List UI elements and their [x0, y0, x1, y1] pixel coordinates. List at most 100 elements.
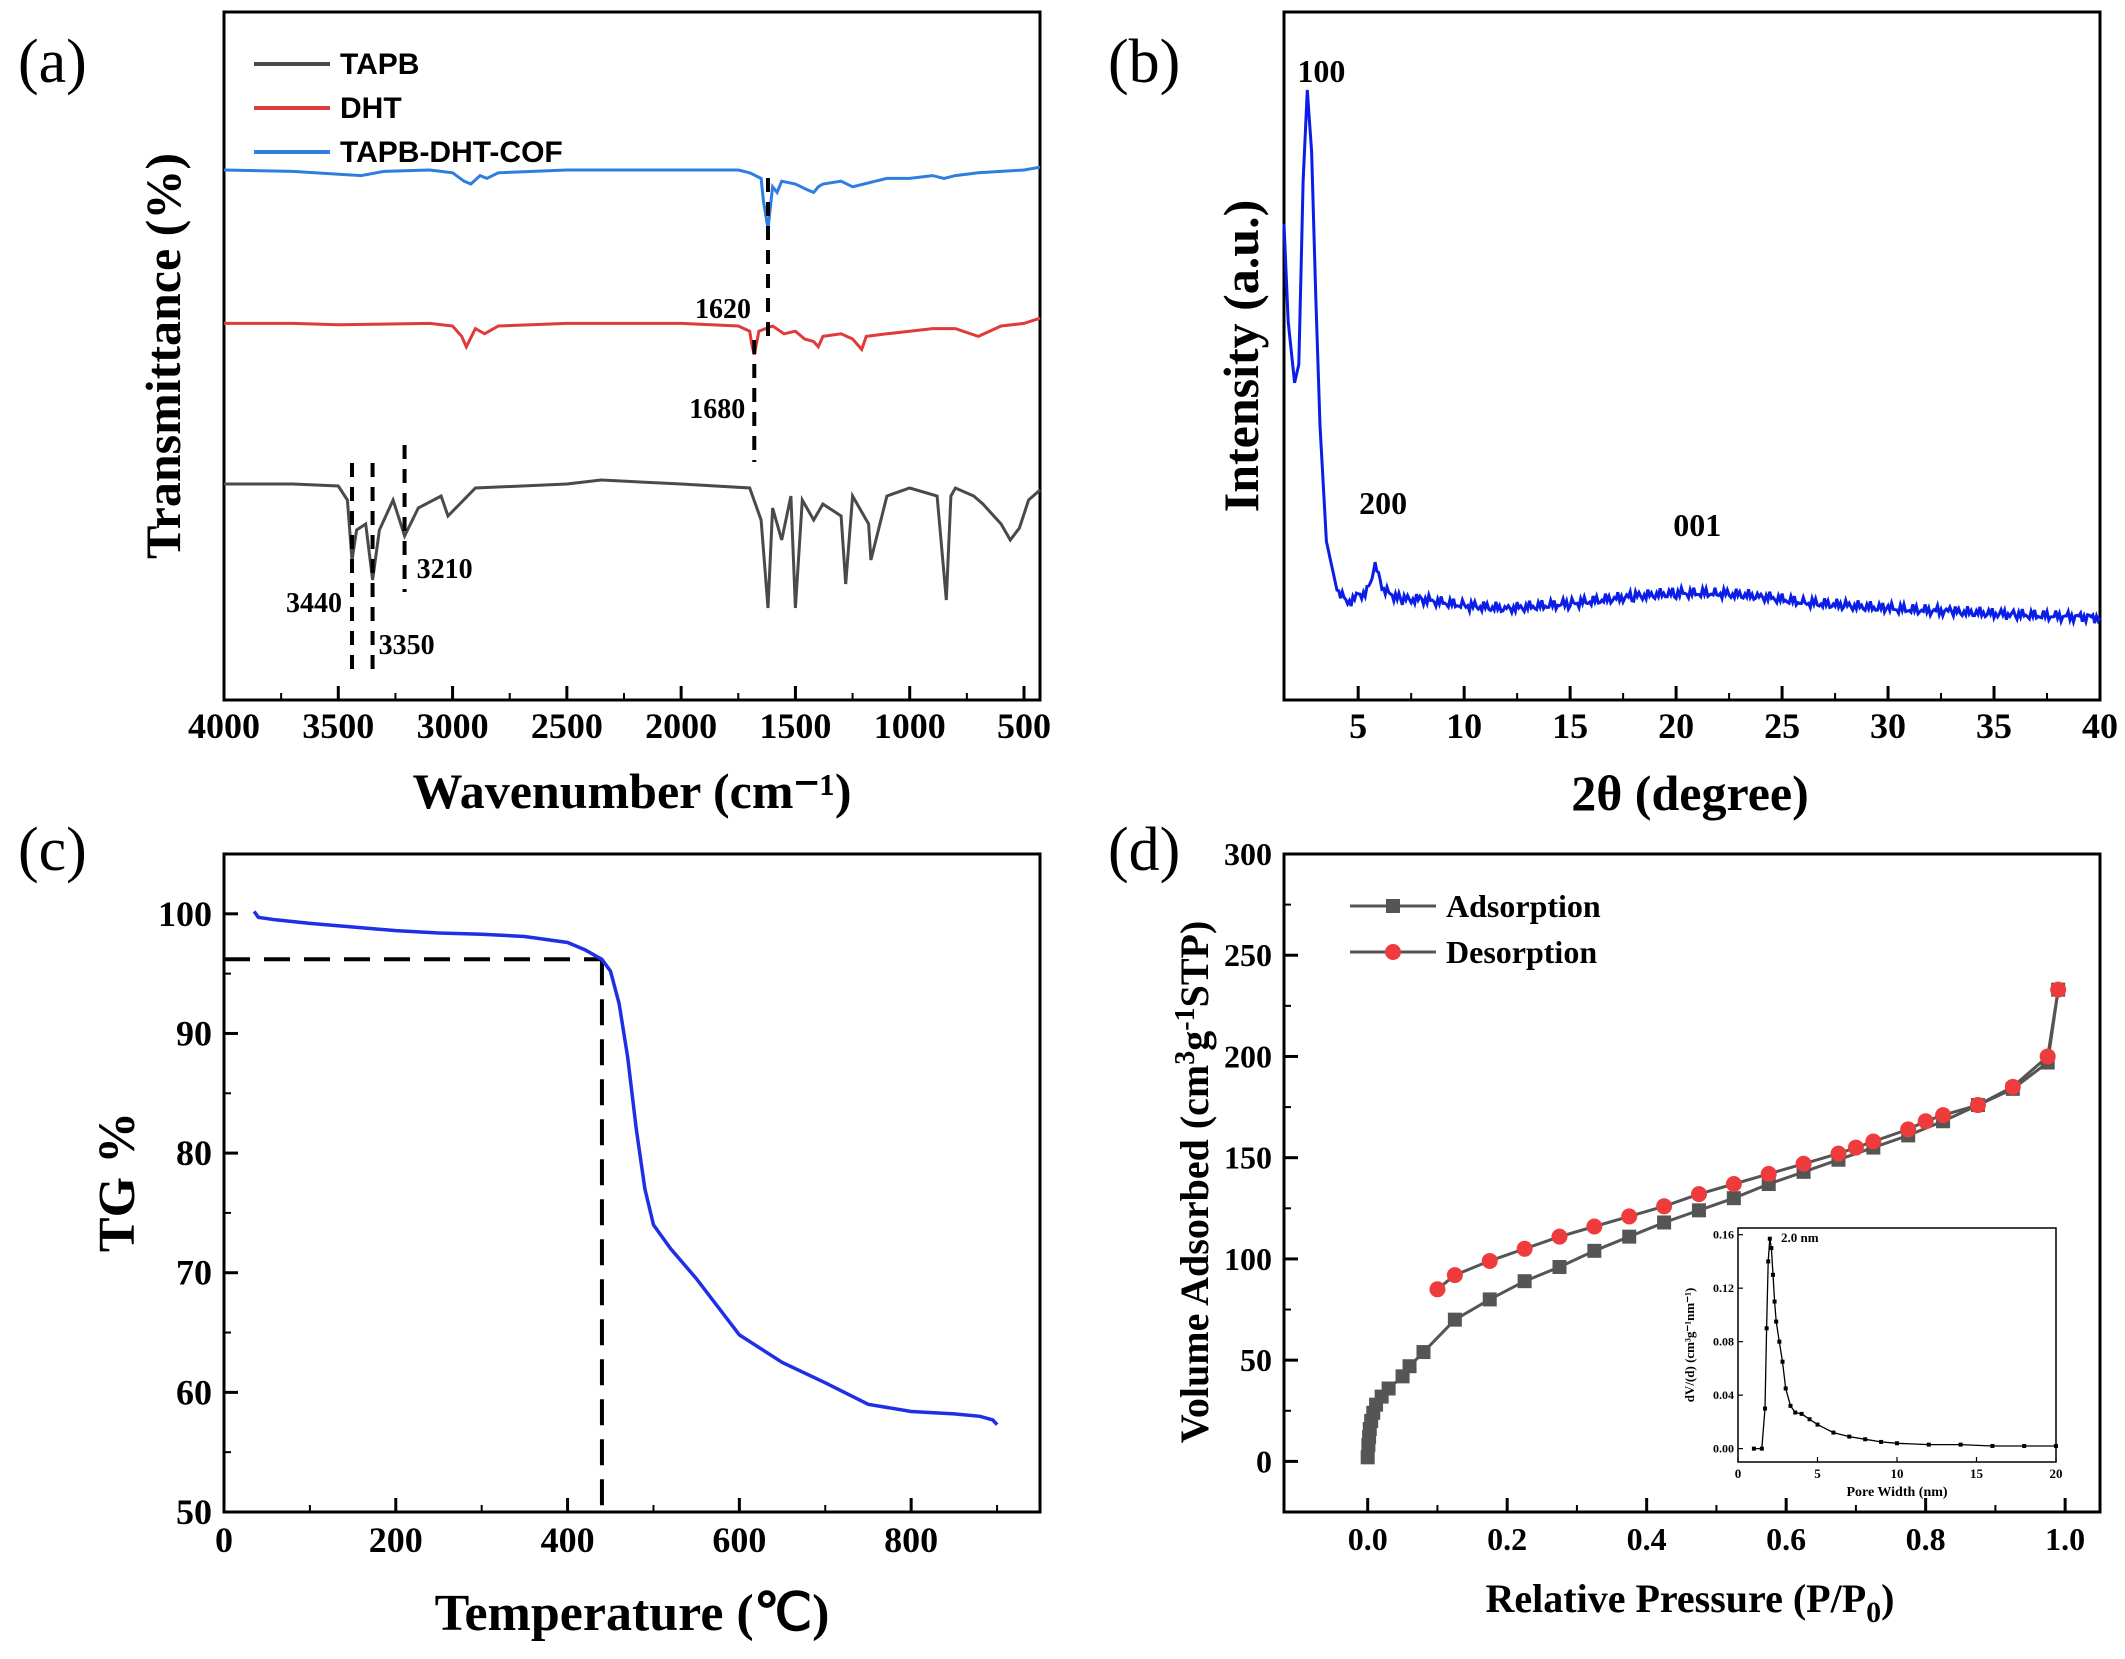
series-line-tapb	[224, 478, 1041, 609]
desorption-point	[1690, 1186, 1707, 1203]
x-tick-label: 400	[541, 1520, 595, 1560]
y-tick-label: 300	[1224, 836, 1272, 872]
inset-psd-point	[1764, 1326, 1769, 1331]
desorption-line	[1436, 989, 2060, 1291]
adsorption-point	[1552, 1260, 1567, 1275]
x-tick-label: 3000	[417, 706, 489, 746]
adsorption-point	[1402, 1359, 1417, 1374]
y-tick-label: 100	[158, 894, 212, 934]
desorption-point	[1795, 1155, 1812, 1172]
y-tick-label: 90	[176, 1013, 212, 1053]
inset-y-tick-label: 0.04	[1713, 1388, 1734, 1402]
desorption-point	[1969, 1097, 1986, 1114]
y-tick-label: 50	[1240, 1342, 1272, 1378]
inset-y-tick-label: 0.00	[1713, 1442, 1734, 1456]
x-tick-label: 15	[1552, 706, 1588, 746]
desorption-point	[1760, 1165, 1777, 1182]
y-tick-label: 150	[1224, 1140, 1272, 1176]
panel-c-frame	[222, 852, 1042, 1514]
inset-psd-point	[1777, 1339, 1782, 1344]
adsorption-point	[1482, 1292, 1497, 1307]
inset-psd-point	[1831, 1430, 1836, 1435]
adsorption-point	[1517, 1274, 1532, 1289]
series-line-dht	[224, 316, 1041, 355]
inset-psd-line	[1753, 1238, 2056, 1450]
x-tick-label: 0.2	[1487, 1521, 1527, 1557]
inset-psd-point	[1807, 1417, 1812, 1422]
inset-psd-point	[1759, 1446, 1764, 1451]
desorption-point	[1847, 1139, 1864, 1156]
x-tick-label: 0.4	[1627, 1521, 1667, 1557]
inset-y-tick-label: 0.16	[1713, 1228, 1734, 1242]
inset-y-label: dV/(d) (cm³g⁻¹nm⁻¹)	[1682, 1288, 1697, 1403]
panel-d-x-label: Relative Pressure (P/P0)	[1486, 1576, 1895, 1629]
x-tick-label: 1000	[874, 706, 946, 746]
x-tick-label: 20	[1658, 706, 1694, 746]
x-tick-label: 800	[884, 1520, 938, 1560]
x-tick-label: 5	[1349, 706, 1367, 746]
x-tick-label: 4000	[188, 706, 260, 746]
legend-label-1: DHT	[340, 92, 402, 125]
panel-d-bet: (d) 0.0 0.2 0.4 0.6 0.8 1.0050100150200250300…	[1108, 816, 2102, 1629]
panel-d-y-label: Volume Adsorbed (cm3g-1STP)	[1170, 921, 1217, 1444]
adsorption-point	[1360, 1450, 1375, 1465]
inset-annotation: 2.0 nm	[1781, 1230, 1819, 1245]
annotation-3350: 3350	[379, 630, 435, 661]
x-tick-label: 2000	[645, 706, 717, 746]
inset-psd-point	[1774, 1319, 1779, 1324]
inset-psd-point	[1815, 1422, 1820, 1427]
legend-marker-adsorption	[1386, 899, 1400, 913]
desorption-point	[1830, 1145, 1847, 1162]
panel-b-x-label: 2θ (degree)	[1571, 765, 1809, 821]
tg-line	[252, 910, 999, 1426]
desorption-point	[2050, 981, 2067, 998]
inset-psd-point	[1990, 1443, 1995, 1448]
legend-label-adsorption: Adsorption	[1446, 888, 1601, 924]
y-tick-label: 200	[1224, 1038, 1272, 1074]
desorption-point	[1725, 1176, 1742, 1193]
panel-c-ticks: 0 200 400 600 800 50 60 70 80 90 100	[158, 894, 999, 1560]
desorption-point	[1900, 1121, 1917, 1138]
inset-x-tick-label: 5	[1814, 1466, 1821, 1481]
x-tick-label: 1500	[759, 706, 831, 746]
desorption-point	[1429, 1281, 1446, 1298]
x-tick-label: 0.6	[1766, 1521, 1806, 1557]
panel-c-label: (c)	[18, 816, 87, 884]
desorption-point	[1586, 1218, 1603, 1235]
desorption-point	[2039, 1048, 2056, 1065]
inset-psd-point	[1793, 1410, 1798, 1415]
series-line-tapb-dht-cof	[223, 165, 1041, 230]
x-tick-label: 500	[997, 706, 1051, 746]
desorption-point	[1446, 1267, 1463, 1284]
peak-label-001: 001	[1673, 507, 1721, 543]
panel-a-label: (a)	[18, 28, 87, 96]
panel-b-xrd: (b) 5 10 15 20 25 30 35 40 100 200 001 2θ (degree…	[1108, 10, 2118, 821]
panel-c-tga: (c) 0 200 400 600 800 50 60 70 80 90 100 Temperatu…	[18, 816, 1042, 1642]
inset-frame	[1737, 1227, 2057, 1463]
panel-c-x-label: Temperature (℃)	[435, 1585, 830, 1642]
panel-b-frame	[1282, 10, 2102, 702]
inset-psd-point	[1767, 1236, 1772, 1241]
y-tick-label: 50	[176, 1492, 212, 1532]
panel-b-series	[1282, 89, 2102, 628]
adsorption-point	[1657, 1215, 1672, 1230]
inset-y-tick-label: 0.12	[1713, 1281, 1734, 1295]
legend-marker-desorption	[1385, 944, 1401, 960]
y-tick-label: 70	[176, 1253, 212, 1293]
inset-psd-point	[1780, 1359, 1785, 1364]
inset-psd-point	[1763, 1406, 1768, 1411]
desorption-point	[1865, 1133, 1882, 1150]
annotation-3440: 3440	[286, 588, 342, 619]
panel-a-ftir: (a) 4000 3500 3000 2500 2000 1500 1000 500 1620…	[18, 10, 1051, 819]
panel-a-annotations: 1620 1680 3440 3350 3210	[286, 178, 770, 677]
desorption-point	[1551, 1228, 1568, 1245]
adsorption-point	[1587, 1243, 1602, 1258]
inset-x-tick-label: 15	[1970, 1466, 1984, 1481]
inset-psd-point	[1769, 1246, 1774, 1251]
legend-label-2: TAPB-DHT-COF	[340, 136, 563, 169]
desorption-point	[1481, 1252, 1498, 1269]
desorption-point	[1935, 1107, 1952, 1124]
inset-y-tick-label: 0.08	[1713, 1335, 1734, 1349]
panel-d-frame	[1282, 852, 2102, 1514]
